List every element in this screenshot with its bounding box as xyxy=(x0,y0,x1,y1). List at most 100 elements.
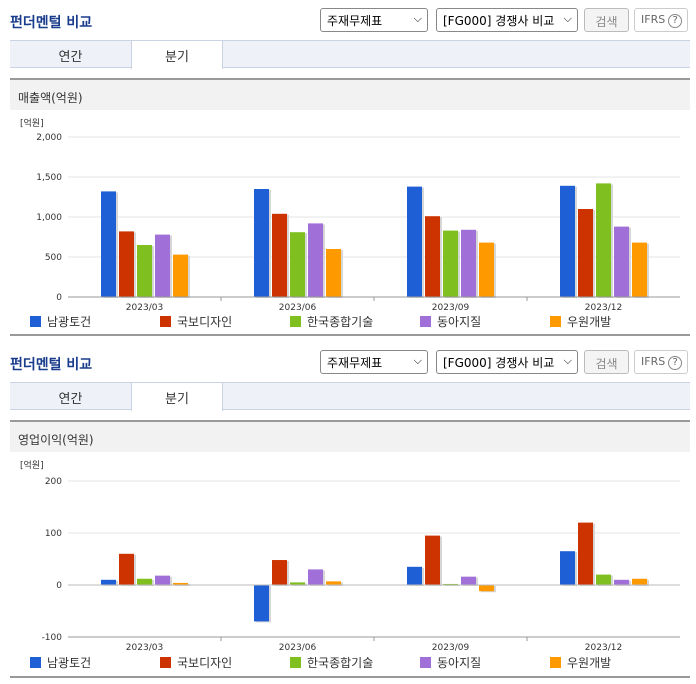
question-icon: ? xyxy=(668,356,683,370)
panel-title: 펀더멘털 비교 xyxy=(10,15,93,31)
chart-legend: 남광토건 국보디자인 한국종합기술 동아지질 우원개발 xyxy=(30,313,690,329)
legend-item[interactable]: 국보디자인 xyxy=(160,313,232,330)
chevron-down-icon: ⌵ xyxy=(563,354,572,367)
question-icon: ? xyxy=(668,14,683,28)
legend-swatch xyxy=(420,657,431,668)
bar xyxy=(614,226,629,297)
bar xyxy=(632,242,647,297)
y-tick-label: 200 xyxy=(45,477,62,487)
x-tick-label: 2023/12 xyxy=(585,303,622,313)
tab-quarterly[interactable]: 분기 xyxy=(131,40,223,69)
x-tick-label: 2023/06 xyxy=(279,303,317,313)
legend-swatch xyxy=(30,316,41,327)
y-tick-label: 1,500 xyxy=(36,173,62,183)
competitor-select[interactable]: [FG000] 경쟁사 비교 ⌵ xyxy=(436,350,578,374)
x-tick-label: 2023/06 xyxy=(279,643,317,653)
legend-swatch xyxy=(290,316,301,327)
legend-label: 국보디자인 xyxy=(177,315,233,329)
search-button[interactable]: 검색 xyxy=(584,350,629,374)
legend-swatch xyxy=(550,657,561,668)
chevron-down-icon: ⌵ xyxy=(413,354,422,367)
bar xyxy=(155,234,170,297)
y-tick-label: 0 xyxy=(56,581,62,591)
competitor-select-value: [FG000] 경쟁사 비교 xyxy=(443,356,555,370)
panel-header: 펀더멘털 비교 주재무제표 ⌵ [FG000] 경쟁사 비교 ⌵ 검색 IFRS? xyxy=(0,342,696,380)
bar xyxy=(308,569,323,585)
legend-swatch xyxy=(30,657,41,668)
panel-title: 펀더멘털 비교 xyxy=(10,357,93,373)
bar xyxy=(272,560,287,585)
x-tick-label: 2023/09 xyxy=(432,643,470,653)
bar xyxy=(290,232,305,297)
fundamental-panel-operating-profit: 펀더멘털 비교 주재무제표 ⌵ [FG000] 경쟁사 비교 ⌵ 검색 IFRS? … xyxy=(0,342,696,684)
bar xyxy=(425,535,440,585)
legend-swatch xyxy=(550,316,561,327)
bar xyxy=(560,551,575,585)
unit-label: [억원] xyxy=(20,459,44,471)
panel-header: 펀더멘털 비교 주재무제표 ⌵ [FG000] 경쟁사 비교 ⌵ 검색 IFRS? xyxy=(0,0,696,38)
bar xyxy=(596,574,611,585)
bar xyxy=(632,578,647,585)
legend-item[interactable]: 동아지질 xyxy=(420,654,481,671)
bar xyxy=(425,216,440,297)
y-tick-label: -100 xyxy=(42,633,63,643)
chart-title: 영업이익(억원) xyxy=(10,420,690,452)
legend-label: 한국종합기술 xyxy=(307,656,374,670)
bar xyxy=(326,249,341,297)
legend-label: 한국종합기술 xyxy=(307,315,374,329)
statement-select-value: 주재무제표 xyxy=(327,356,383,370)
legend-swatch xyxy=(290,657,301,668)
legend-item[interactable]: 우원개발 xyxy=(550,313,611,330)
legend-item[interactable]: 우원개발 xyxy=(550,654,611,671)
bar xyxy=(155,575,170,585)
y-tick-label: 2,000 xyxy=(36,133,62,143)
legend-item[interactable]: 국보디자인 xyxy=(160,654,232,671)
bar xyxy=(461,229,476,297)
x-tick-label: 2023/12 xyxy=(585,643,622,653)
bar xyxy=(137,245,152,297)
bar xyxy=(479,585,494,592)
ifrs-label: IFRS xyxy=(641,355,666,368)
legend-label: 우원개발 xyxy=(567,315,612,329)
bar xyxy=(578,522,593,585)
chart-legend: 남광토건 국보디자인 한국종합기술 동아지질 우원개발 xyxy=(30,654,690,670)
legend-item[interactable]: 남광토건 xyxy=(30,654,91,671)
competitor-select-value: [FG000] 경쟁사 비교 xyxy=(443,14,555,28)
bar xyxy=(290,582,305,585)
bar xyxy=(254,585,269,622)
search-button[interactable]: 검색 xyxy=(584,8,629,32)
chart-divider xyxy=(10,676,690,678)
bar xyxy=(173,254,188,297)
bar xyxy=(443,230,458,297)
statement-select[interactable]: 주재무제표 ⌵ xyxy=(320,8,428,32)
fundamental-panel-revenue: 펀더멘털 비교 주재무제표 ⌵ [FG000] 경쟁사 비교 ⌵ 검색 IFRS? … xyxy=(0,0,696,340)
legend-swatch xyxy=(160,657,171,668)
ifrs-help-button[interactable]: IFRS? xyxy=(634,8,688,32)
period-tabs: 연간 분기 xyxy=(10,40,690,69)
legend-item[interactable]: 동아지질 xyxy=(420,313,481,330)
y-tick-label: 0 xyxy=(56,293,62,303)
x-tick-label: 2023/03 xyxy=(126,303,163,313)
legend-item[interactable]: 한국종합기술 xyxy=(290,654,373,671)
y-tick-label: 100 xyxy=(45,529,62,539)
legend-swatch xyxy=(160,316,171,327)
bar xyxy=(407,566,422,585)
tab-quarterly[interactable]: 분기 xyxy=(131,382,223,411)
statement-select[interactable]: 주재무제표 ⌵ xyxy=(320,350,428,374)
tab-annual[interactable]: 연간 xyxy=(58,392,83,407)
bar xyxy=(326,581,341,585)
chevron-down-icon: ⌵ xyxy=(413,12,422,25)
legend-label: 동아지질 xyxy=(437,656,482,670)
statement-select-value: 주재무제표 xyxy=(327,14,383,28)
tab-annual[interactable]: 연간 xyxy=(58,50,83,65)
legend-item[interactable]: 남광토건 xyxy=(30,313,91,330)
legend-label: 국보디자인 xyxy=(177,656,233,670)
ifrs-help-button[interactable]: IFRS? xyxy=(634,350,688,374)
competitor-select[interactable]: [FG000] 경쟁사 비교 ⌵ xyxy=(436,8,578,32)
bar xyxy=(101,191,116,297)
legend-item[interactable]: 한국종합기술 xyxy=(290,313,373,330)
ifrs-label: IFRS xyxy=(641,13,666,26)
legend-label: 남광토건 xyxy=(47,656,92,670)
bar xyxy=(443,583,458,585)
x-tick-label: 2023/09 xyxy=(432,303,470,313)
